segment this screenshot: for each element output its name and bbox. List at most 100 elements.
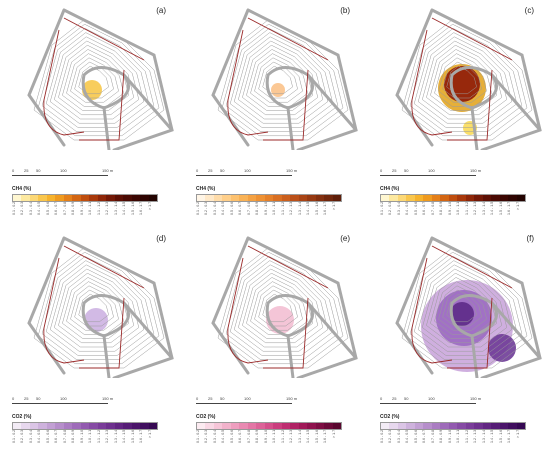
scale-tick: 25	[24, 168, 29, 173]
legend-swatch	[80, 195, 90, 201]
legend-swatch	[29, 423, 39, 429]
legend-label: 0.2 - 0.3	[204, 430, 209, 444]
scale-tick: 100	[428, 396, 435, 401]
contour-line	[238, 268, 324, 348]
map-panel: (c) 0 25 50 100 150 m CH4 (%) 0.1 - 0.2 0.2 - 0.…	[372, 0, 548, 220]
legend-swatch	[131, 195, 141, 201]
legend-swatch	[114, 423, 124, 429]
legend-swatch	[264, 195, 274, 201]
scale-tick: 0	[380, 396, 383, 401]
contour-line	[409, 28, 523, 132]
legend-swatch	[324, 423, 333, 429]
legend-label: 0.6 - 0.7	[54, 430, 59, 444]
legend-swatch	[516, 195, 525, 201]
map-panel: (b) 0 25 50 100 150 m CH4 (%) 0.1 - 0.2 0.2 - 0.…	[188, 0, 364, 220]
legend-colorbar	[12, 422, 158, 430]
concentration-hotspot	[444, 66, 480, 102]
contour-line	[413, 32, 518, 128]
legend-label: 0.8 - 0.9	[71, 430, 76, 444]
contour-line	[74, 289, 114, 327]
legend-label: 1.3 - 1.4	[297, 202, 302, 216]
site-map	[395, 8, 542, 150]
legend-swatch	[298, 195, 308, 201]
scale-tick: 100	[244, 168, 251, 173]
legend-label: 1.2 - 1.3	[473, 202, 478, 216]
legend-label: 0.9 - 1.0	[263, 430, 268, 444]
legend-swatch	[414, 423, 424, 429]
legend-title: CH4 (%)	[380, 186, 400, 192]
scale-tick: 50	[36, 168, 41, 173]
legend-colorbar	[196, 194, 342, 202]
site-map	[211, 8, 358, 150]
scale-tick: 100	[60, 168, 67, 173]
contour-line	[262, 293, 293, 323]
legend-label: 1.1 - 1.2	[464, 430, 469, 444]
scale-line	[380, 175, 476, 176]
legend-swatch	[89, 423, 98, 429]
legend-swatch	[324, 195, 333, 201]
legend-swatch	[239, 195, 248, 201]
legend-label: 0.6 - 0.7	[238, 430, 243, 444]
contour-line	[262, 65, 293, 95]
legend-swatch	[213, 195, 223, 201]
scale-tick: 0	[196, 396, 199, 401]
legend-swatch	[106, 195, 115, 201]
legend-label: 1.4 - 1.5	[490, 430, 495, 444]
contour-line	[426, 272, 503, 344]
contour-line	[417, 264, 513, 352]
legend-swatch	[457, 423, 466, 429]
legend-label: 1.4 - 1.5	[306, 202, 311, 216]
legend-swatch	[89, 195, 98, 201]
legend-swatch	[307, 423, 316, 429]
legend-swatch	[239, 423, 248, 429]
panel-label: (b)	[340, 6, 350, 15]
legend-swatch	[332, 195, 341, 201]
contour-line	[58, 44, 135, 116]
legend-swatch	[72, 195, 81, 201]
legend-label: 1.1 - 1.2	[464, 202, 469, 216]
legend-label: 0.4 - 0.5	[37, 202, 42, 216]
legend-title: CO2 (%)	[380, 414, 400, 420]
scale-tick: 25	[208, 396, 213, 401]
road-boundary	[395, 8, 542, 150]
legend-colorbar	[380, 422, 526, 430]
legend-label: 0.7 - 0.8	[246, 202, 251, 216]
legend-swatch	[414, 195, 424, 201]
legend-swatch	[474, 423, 483, 429]
scale-line	[196, 175, 292, 176]
contour-line	[66, 281, 124, 335]
site-map	[27, 8, 174, 150]
legend-label: 0.9 - 1.0	[79, 202, 84, 216]
contour-line	[54, 40, 140, 120]
contour-line	[238, 40, 324, 120]
legend-swatch	[205, 195, 214, 201]
legend-colorbar	[12, 194, 158, 202]
contour-line	[45, 260, 150, 356]
contour-line	[225, 28, 339, 132]
legend-label: 0.8 - 0.9	[439, 202, 444, 216]
boundary-line	[227, 245, 329, 369]
contour-line	[229, 32, 334, 128]
legend-label: 0.6 - 0.7	[54, 202, 59, 216]
legend-swatch	[440, 423, 449, 429]
legend-label: 1.2 - 1.3	[289, 430, 294, 444]
legend-swatch	[491, 423, 500, 429]
legend-label: 0.4 - 0.5	[37, 430, 42, 444]
legend-label: 0.4 - 0.5	[405, 430, 410, 444]
legend-swatch	[397, 195, 407, 201]
legend-swatch	[508, 195, 517, 201]
legend-label: 1.1 - 1.2	[280, 202, 285, 216]
legend-swatch	[148, 195, 157, 201]
scale-tick: 50	[36, 396, 41, 401]
legend-swatch	[38, 195, 47, 201]
contour-line	[37, 251, 160, 365]
legend-label: 1.6 - 1.7	[139, 202, 144, 216]
contour-line	[409, 256, 523, 360]
legend-swatch	[97, 195, 107, 201]
legend-swatch	[465, 195, 475, 201]
legend-labels: 0.1 - 0.2 0.2 - 0.3 0.3 - 0.4 0.4 - 0.5 0.5 …	[196, 202, 340, 224]
legend-label: 1.0 - 1.1	[88, 430, 93, 444]
site-map	[395, 236, 542, 378]
legend-label: 1.3 - 1.4	[113, 430, 118, 444]
legend-label: > 1.7	[515, 430, 520, 439]
